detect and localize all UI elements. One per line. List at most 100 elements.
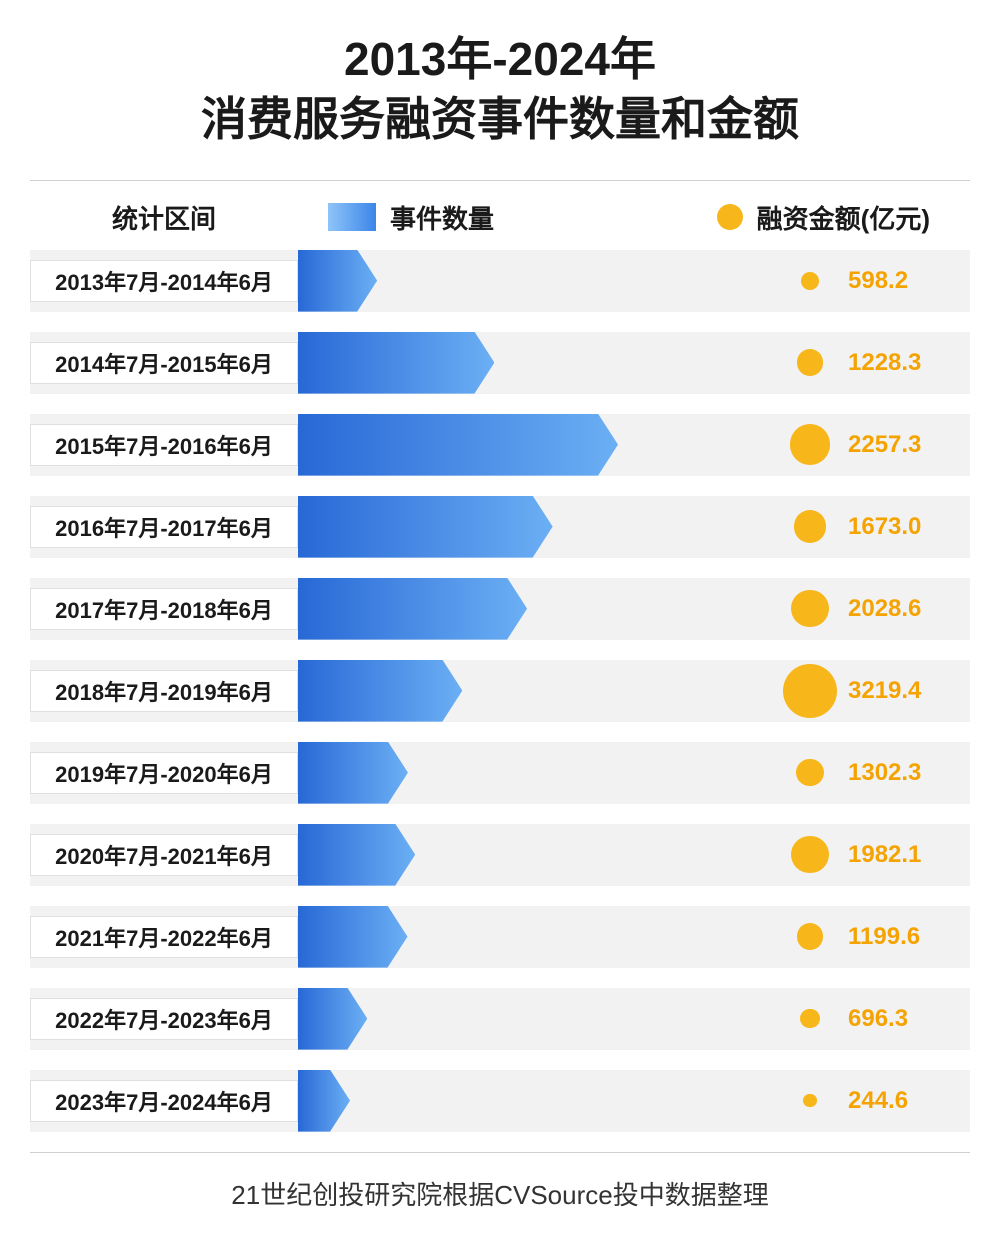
circle-holder [780,1094,840,1107]
bar-value: 1273 [389,267,442,295]
amount-value: 1199.6 [848,923,920,951]
amount-value: 2257.3 [848,431,921,459]
bar: 2643 [298,660,462,722]
bar-value: 2643 [474,677,527,705]
chart-row: 2017年7月-2018年6月36842028.6 [30,578,970,640]
amount-area: 244.6 [780,1070,970,1132]
period-box: 2013年7月-2014年6月 [30,260,298,302]
period-box: 2019年7月-2020年6月 [30,752,298,794]
circle-holder [780,510,840,543]
bar-area: 1885 [298,824,780,886]
amount-circle-icon [803,1094,816,1107]
amount-circle-icon [783,664,837,718]
circle-holder [780,424,840,465]
amount-value: 2028.6 [848,595,921,623]
amount-area: 2028.6 [780,578,970,640]
amount-value: 3219.4 [848,677,921,705]
amount-circle-icon [791,836,828,873]
bar: 3684 [298,578,527,640]
amount-circle-icon [797,349,824,376]
chart-row: 2015年7月-2016年6月51462257.3 [30,414,970,476]
title-line-2: 消费服务融资事件数量和金额 [30,90,970,150]
bar: 4095 [298,496,553,558]
chart-row: 2021年7月-2022年6月17611199.6 [30,906,970,968]
bar: 5146 [298,414,618,476]
amount-area: 1302.3 [780,742,970,804]
amount-value: 244.6 [848,1087,908,1115]
bar-area: 5146 [298,414,780,476]
circle-holder [780,759,840,787]
bar-area: 1273 [298,250,780,312]
amount-value: 1228.3 [848,349,921,377]
chart-title: 2013年-2024年 消费服务融资事件数量和金额 [30,30,970,150]
amount-area: 1228.3 [780,332,970,394]
bar: 1115 [298,988,367,1050]
bar: 3159 [298,332,494,394]
legend-period-label: 统计区间 [30,199,298,236]
amount-area: 1673.0 [780,496,970,558]
bar-area: 1761 [298,906,780,968]
bar-area: 1768 [298,742,780,804]
bar: 1761 [298,906,408,968]
period-box: 2017年7月-2018年6月 [30,588,298,630]
bar-area: 1115 [298,988,780,1050]
bar: 1768 [298,742,408,804]
bar: 1273 [298,250,377,312]
amount-circle-icon [800,1009,820,1029]
chart-row: 2018年7月-2019年6月26433219.4 [30,660,970,722]
amount-value: 1982.1 [848,841,921,869]
amount-area: 1199.6 [780,906,970,968]
amount-area: 696.3 [780,988,970,1050]
amount-area: 3219.4 [780,660,970,722]
amount-circle-icon [794,510,827,543]
chart-area: 2013年7月-2014年6月1273598.22014年7月-2015年6月3… [30,250,970,1132]
title-line-1: 2013年-2024年 [30,30,970,90]
circle-holder [780,590,840,628]
bar-value: 5146 [630,431,683,459]
period-box: 2016年7月-2017年6月 [30,506,298,548]
amount-circle-icon [801,272,819,290]
legend: 统计区间 事件数量 融资金额(亿元) [30,180,970,250]
legend-bar-label: 事件数量 [390,199,494,236]
bar-area: 3159 [298,332,780,394]
bar-swatch-icon [328,203,376,231]
amount-value: 598.2 [848,267,908,295]
bar-value: 1885 [427,841,480,869]
amount-area: 598.2 [780,250,970,312]
bar-value: 1115 [379,1005,430,1033]
footer-source: 21世纪创投研究院根据CVSource投中数据整理 [30,1152,970,1212]
amount-value: 1302.3 [848,759,921,787]
legend-bar: 事件数量 [328,199,494,236]
bar-area: 2643 [298,660,780,722]
bar-area: 837 [298,1070,780,1132]
bar-value: 1768 [420,759,473,787]
amount-value: 1673.0 [848,513,921,541]
chart-row: 2013年7月-2014年6月1273598.2 [30,250,970,312]
bar-value: 1761 [420,923,473,951]
chart-row: 2022年7月-2023年6月1115696.3 [30,988,970,1050]
period-box: 2020年7月-2021年6月 [30,834,298,876]
chart-row: 2019年7月-2020年6月17681302.3 [30,742,970,804]
chart-row: 2016年7月-2017年6月4095 1673.0 [30,496,970,558]
amount-circle-icon [791,590,829,628]
circle-holder [780,836,840,873]
bar: 1885 [298,824,415,886]
period-box: 2023年7月-2024年6月 [30,1080,298,1122]
chart-row: 2020年7月-2021年6月18851982.1 [30,824,970,886]
bar: 837 [298,1070,350,1132]
amount-circle-icon [790,424,831,465]
period-box: 2022年7月-2023年6月 [30,998,298,1040]
circle-swatch-icon [717,204,743,230]
period-box: 2015年7月-2016年6月 [30,424,298,466]
circle-holder [780,664,840,718]
circle-holder [780,923,840,949]
amount-area: 1982.1 [780,824,970,886]
period-box: 2018年7月-2019年6月 [30,670,298,712]
legend-amount: 融资金额(亿元) [717,199,930,236]
circle-holder [780,272,840,290]
bar-value: 3684 [539,595,592,623]
amount-circle-icon [797,923,823,949]
period-box: 2014年7月-2015年6月 [30,342,298,384]
amount-area: 2257.3 [780,414,970,476]
period-box: 2021年7月-2022年6月 [30,916,298,958]
